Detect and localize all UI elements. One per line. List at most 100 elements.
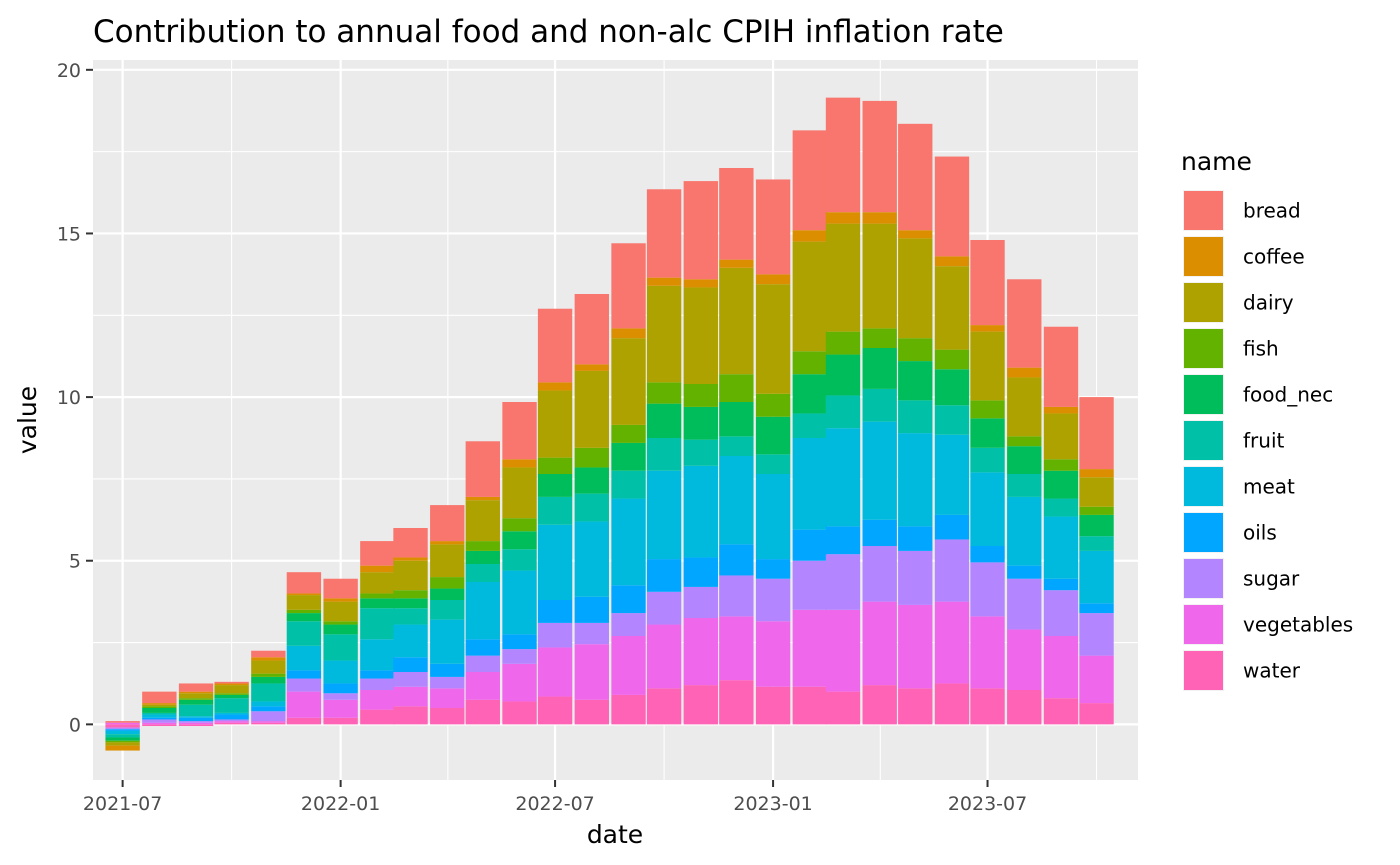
bar-segment-dairy	[105, 742, 140, 746]
bar-segment-fish	[825, 331, 861, 355]
bar-segment-food_nec	[792, 374, 827, 414]
bar-segment-sugar	[537, 622, 573, 648]
bar-segment-vegetables	[251, 721, 286, 723]
bar-segment-sugar	[465, 655, 500, 672]
bar-segment-fruit	[537, 496, 573, 525]
bar-segment-sugar	[430, 676, 465, 689]
bar-segment-fish	[465, 541, 500, 551]
bar-segment-water	[611, 694, 646, 725]
bar-segment-meat	[537, 524, 573, 600]
bar-segment-vegetables	[970, 616, 1005, 689]
bar-segment-food_nec	[719, 402, 754, 437]
bar-segment-coffee	[286, 593, 322, 596]
bar-segment-vegetables	[1007, 629, 1042, 690]
legend-swatch-water	[1184, 651, 1223, 690]
bar-segment-oils	[970, 546, 1005, 563]
bar-segment-fruit	[178, 704, 214, 717]
bar-segment-oils	[251, 706, 286, 712]
bar-segment-vegetables	[214, 721, 249, 723]
legend-swatch-oils	[1184, 513, 1223, 552]
bar-segment-coffee	[1043, 406, 1079, 414]
bar-segment-fish	[393, 590, 428, 599]
bar-segment-sugar	[683, 586, 718, 618]
y-axis-title: value	[13, 386, 42, 454]
bar-segment-bread	[502, 402, 537, 460]
legend-label-fruit: fruit	[1243, 429, 1284, 453]
bar-segment-bread	[537, 308, 573, 383]
bar-segment-meat	[286, 645, 322, 671]
bar-segment-meat	[898, 433, 933, 527]
bar-segment-sugar	[393, 672, 428, 687]
bar-segment-coffee	[792, 230, 827, 242]
bar-segment-oils	[934, 514, 970, 540]
bar-segment-fish	[502, 518, 537, 532]
bar-segment-sugar	[105, 727, 140, 730]
bar-segment-oils	[792, 529, 827, 561]
bar-segment-bread	[1043, 326, 1079, 407]
bar-segment-fish	[646, 382, 682, 404]
bar-segment-sugar	[970, 562, 1005, 617]
bar-segment-sugar	[934, 539, 970, 602]
bar-segment-sugar	[502, 649, 537, 664]
bar-segment-food_nec	[755, 416, 791, 455]
bar-segment-vegetables	[792, 609, 827, 687]
bar-segment-food_nec	[1043, 470, 1079, 499]
bar-segment-meat	[465, 582, 500, 640]
bar-segment-food_nec	[430, 588, 465, 600]
bar-segment-water	[825, 691, 861, 725]
bar-segment-sugar	[862, 546, 897, 602]
bar-segment-food_nec	[1007, 446, 1042, 474]
bar-segment-dairy	[934, 266, 970, 350]
bar-segment-dairy	[1007, 377, 1042, 437]
legend-swatch-sugar	[1184, 559, 1223, 598]
bar-segment-oils	[360, 670, 395, 679]
bar-segment-bread	[934, 156, 970, 257]
bar-segment-dairy	[360, 572, 395, 594]
legend-swatch-fish	[1184, 329, 1223, 368]
bar-segment-fish	[214, 693, 249, 695]
bar-segment-fruit	[1079, 536, 1114, 551]
bar-segment-meat	[105, 730, 140, 735]
bar-segment-vegetables	[537, 647, 573, 697]
x-tick-label: 2022-01	[301, 793, 380, 815]
bar-segment-bread	[755, 179, 791, 275]
bar-segment-water	[502, 701, 537, 725]
bar-segment-coffee	[502, 459, 537, 468]
bar-segment-bread	[393, 528, 428, 558]
bar-segment-water	[1007, 690, 1042, 725]
bar-segment-sugar	[719, 575, 754, 617]
y-tick-label: 15	[57, 223, 81, 245]
bar-segment-meat	[502, 570, 537, 635]
bar-segment-dairy	[1079, 477, 1114, 507]
x-tick-label: 2021-07	[83, 793, 162, 815]
bar-segment-dairy	[792, 241, 827, 352]
bar-segment-food_nec	[537, 474, 573, 497]
bar-segment-food_nec	[393, 598, 428, 609]
legend-swatch-bread	[1184, 191, 1223, 230]
bar-segment-sugar	[755, 578, 791, 622]
bar-segment-bread	[719, 168, 754, 260]
bar-segment-sugar	[214, 719, 249, 722]
bar-segment-food_nec	[862, 348, 897, 389]
bar-segment-food_nec	[970, 418, 1005, 448]
bar-segment-meat	[862, 421, 897, 520]
bar-segment-dairy	[1043, 413, 1079, 460]
bar-segment-vegetables	[825, 609, 861, 692]
bar-segment-fish	[898, 338, 933, 362]
legend-label-dairy: dairy	[1243, 291, 1294, 315]
bar-segment-food_nec	[1079, 514, 1114, 537]
bar-segment-fruit	[1007, 474, 1042, 497]
bar-segment-coffee	[142, 703, 177, 705]
bar-segment-fruit	[792, 413, 827, 438]
bar-segment-food_nec	[646, 403, 682, 438]
bar-segment-oils	[611, 585, 646, 614]
bar-segment-coffee	[755, 274, 791, 285]
bar-segment-food_nec	[105, 737, 140, 741]
bar-segment-bread	[142, 691, 177, 704]
bar-segment-dairy	[898, 238, 933, 339]
bar-segment-coffee	[537, 382, 573, 391]
bar-segment-meat	[755, 474, 791, 560]
bar-segment-dairy	[178, 693, 214, 699]
bar-segment-water	[286, 717, 322, 725]
bar-segment-vegetables	[719, 616, 754, 681]
